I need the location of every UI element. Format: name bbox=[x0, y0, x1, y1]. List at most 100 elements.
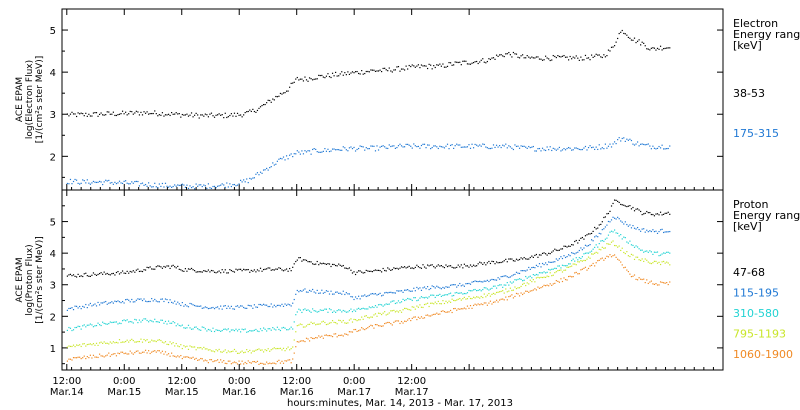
data-point bbox=[339, 334, 341, 337]
data-point bbox=[238, 360, 240, 362]
data-point bbox=[505, 143, 507, 145]
data-point bbox=[250, 352, 252, 354]
data-point bbox=[546, 57, 548, 59]
data-point bbox=[578, 273, 580, 275]
data-point bbox=[612, 255, 614, 257]
data-point bbox=[80, 328, 82, 330]
data-point bbox=[259, 328, 262, 330]
data-point bbox=[338, 149, 340, 151]
data-point bbox=[399, 70, 401, 72]
data-point bbox=[604, 226, 606, 228]
data-point bbox=[560, 269, 562, 271]
data-point bbox=[511, 258, 513, 260]
data-point bbox=[661, 214, 663, 216]
data-point bbox=[89, 343, 91, 345]
data-point bbox=[469, 290, 472, 292]
data-point bbox=[425, 314, 427, 316]
data-point bbox=[256, 348, 259, 351]
data-point bbox=[109, 302, 111, 304]
data-point bbox=[266, 304, 268, 306]
data-point bbox=[609, 50, 611, 52]
data-point bbox=[129, 301, 131, 303]
data-point bbox=[589, 265, 591, 267]
data-point bbox=[370, 316, 372, 318]
data-point bbox=[350, 318, 352, 320]
data-point bbox=[669, 47, 671, 49]
data-point bbox=[112, 183, 114, 185]
data-point bbox=[589, 145, 591, 147]
data-point bbox=[209, 359, 211, 361]
data-point bbox=[414, 290, 416, 292]
data-point bbox=[313, 337, 315, 340]
data-point bbox=[102, 355, 104, 357]
data-point bbox=[256, 360, 259, 363]
data-point bbox=[152, 321, 154, 323]
data-point bbox=[83, 355, 85, 357]
data-point bbox=[548, 149, 550, 151]
data-point bbox=[295, 78, 297, 80]
data-point bbox=[535, 253, 538, 256]
data-point bbox=[275, 268, 277, 270]
data-point bbox=[575, 257, 577, 259]
data-point bbox=[272, 162, 274, 164]
data-point bbox=[399, 267, 401, 269]
data-point bbox=[359, 73, 361, 75]
data-point bbox=[365, 315, 367, 317]
data-point bbox=[410, 309, 412, 311]
data-point bbox=[500, 298, 502, 300]
data-point bbox=[549, 272, 551, 274]
data-point bbox=[321, 309, 323, 312]
data-point bbox=[198, 117, 200, 119]
data-point bbox=[287, 329, 289, 331]
data-point bbox=[607, 243, 610, 245]
data-point bbox=[308, 323, 311, 325]
data-point bbox=[299, 290, 301, 292]
data-point bbox=[238, 114, 240, 116]
data-point bbox=[434, 313, 436, 315]
data-point bbox=[95, 181, 98, 184]
data-point bbox=[289, 349, 291, 351]
data-point bbox=[515, 292, 518, 295]
data-point bbox=[146, 339, 148, 341]
data-point bbox=[512, 297, 515, 299]
data-point bbox=[537, 56, 539, 58]
data-point bbox=[630, 275, 633, 278]
data-point bbox=[506, 276, 508, 278]
data-point bbox=[114, 274, 116, 276]
data-point bbox=[183, 345, 185, 347]
data-point bbox=[646, 143, 648, 146]
data-point bbox=[560, 256, 562, 258]
data-point bbox=[426, 144, 429, 146]
data-point bbox=[236, 352, 239, 354]
data-point bbox=[249, 109, 251, 111]
data-point bbox=[650, 213, 652, 216]
data-point bbox=[554, 261, 556, 263]
data-point bbox=[555, 279, 557, 282]
data-point bbox=[171, 265, 173, 267]
data-point bbox=[403, 146, 406, 148]
data-point bbox=[641, 41, 643, 43]
data-point bbox=[472, 280, 475, 283]
data-point bbox=[163, 186, 165, 188]
data-point bbox=[466, 292, 469, 294]
data-point bbox=[108, 273, 110, 276]
x-tick-date: Mar.17 bbox=[395, 387, 429, 398]
data-point bbox=[384, 269, 386, 272]
data-point bbox=[289, 359, 291, 361]
data-point bbox=[391, 324, 393, 326]
data-point bbox=[123, 302, 125, 304]
data-point bbox=[578, 257, 580, 259]
data-point bbox=[125, 352, 127, 354]
data-point bbox=[252, 270, 254, 272]
data-point bbox=[92, 304, 95, 306]
data-point bbox=[204, 348, 206, 350]
data-point bbox=[224, 269, 226, 271]
data-point bbox=[400, 290, 403, 292]
data-point bbox=[384, 67, 386, 69]
data-point bbox=[186, 184, 188, 186]
data-point bbox=[324, 77, 326, 79]
data-point bbox=[448, 265, 450, 267]
data-point bbox=[290, 326, 292, 328]
data-point bbox=[494, 146, 496, 149]
data-point bbox=[218, 329, 220, 332]
